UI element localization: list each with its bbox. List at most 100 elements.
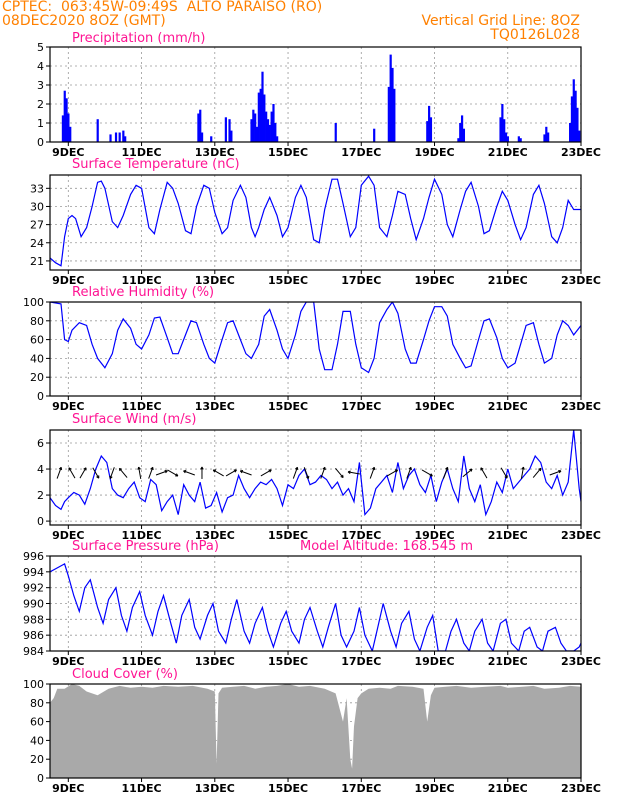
panel-relative-2: 0 20 40 60 80 100 9DEC 11DEC 13DEC 15DEC 17DEC 19DE…: [23, 285, 601, 413]
panel-title: Surface Pressure (hPa): [72, 539, 219, 554]
x-tick-label: 9DEC: [52, 400, 84, 413]
precip-bar: [250, 119, 253, 142]
x-tick-label: 21DEC: [488, 529, 528, 542]
y-tick-label: 2: [37, 98, 44, 111]
wind-arrow-head: [347, 470, 351, 473]
x-tick-label: 23DEC: [561, 529, 601, 542]
wind-arrow-shaft: [148, 467, 154, 479]
y-tick-label: 20: [30, 753, 44, 766]
wind-arrow: [500, 467, 508, 479]
wind-arrow-shaft: [421, 469, 433, 477]
precip-bar: [259, 88, 262, 142]
precip-bar: [114, 132, 118, 142]
wind-arrow-shaft: [240, 470, 252, 476]
wind-arrow-shaft: [347, 471, 360, 475]
wind-arrow: [532, 467, 542, 478]
wind-arrow-head: [558, 470, 562, 474]
wind-arrow-shaft: [335, 468, 344, 478]
x-tick-label: 21DEC: [488, 400, 528, 413]
wind-arrow-shaft: [92, 467, 100, 479]
wind-arrow-head: [522, 466, 525, 470]
panel-title: Relative Humidity (%): [72, 285, 214, 300]
precip-bar: [499, 117, 502, 142]
wind-arrow-shaft: [480, 467, 488, 479]
panel-title: Surface Temperature (nC): [72, 157, 240, 172]
wind-arrow-shaft: [549, 470, 562, 476]
precip-bar: [61, 115, 65, 142]
series-group: [50, 684, 581, 778]
precip-bar: [254, 113, 257, 142]
panel-frame: [49, 174, 582, 271]
y-tick-label: 3: [37, 79, 44, 92]
precip-bar: [263, 94, 266, 142]
panel-precipitation-0: 0 1 2 3 4 5 9DEC 11DEC 13DEC 15DEC 17DEC 19DEC 21DEC…: [37, 31, 601, 159]
y-tick-label: 40: [30, 734, 44, 747]
x-tick-label: 17DEC: [341, 274, 381, 287]
precip-bar: [109, 134, 112, 142]
wind-arrow-shaft: [520, 466, 524, 479]
y-tick-label: 40: [30, 352, 44, 365]
precip-bar: [457, 138, 460, 142]
y-tick-label: 100: [23, 678, 44, 691]
precip-bar: [428, 105, 431, 142]
wind-arrow: [520, 466, 525, 479]
precip-bar: [265, 111, 268, 142]
x-tick-label: 13DEC: [195, 782, 235, 795]
wind-arrow: [200, 466, 204, 479]
wind-arrow-shaft: [155, 470, 168, 476]
x-tick-label: 13DEC: [195, 655, 235, 668]
header-model-id: TQ0126L028: [490, 27, 580, 43]
x-tick-label: 23DEC: [561, 655, 601, 668]
precip-bar: [389, 54, 392, 142]
wind-arrow: [68, 467, 76, 479]
x-tick-label: 9DEC: [52, 274, 84, 287]
wind-arrow-shaft: [79, 467, 87, 479]
x-tick-label: 17DEC: [341, 400, 381, 413]
precip-bar: [574, 90, 577, 142]
x-tick-label: 15DEC: [268, 274, 308, 287]
panel-title: Cloud Cover (%): [72, 667, 178, 682]
precip-bar: [261, 71, 264, 142]
precip-bar: [65, 98, 68, 142]
panel-surface-3: 0 2 4 6 9DEC 11DEC 13DEC 15DEC 17DEC 19DEC 21DEC 23…: [37, 412, 601, 542]
wind-arrow-shaft: [138, 466, 142, 479]
precip-bar: [257, 92, 260, 142]
precip-bar: [576, 107, 579, 142]
x-tick-label: 17DEC: [341, 529, 381, 542]
x-tick-label: 11DEC: [122, 529, 162, 542]
wind-arrow-head: [201, 466, 204, 470]
precip-bar: [266, 119, 270, 142]
x-tick-label: 21DEC: [488, 274, 528, 287]
precip-bar: [547, 132, 550, 142]
precip-bar: [122, 130, 125, 142]
x-tick-label: 11DEC: [122, 400, 162, 413]
wind-arrow-shaft: [462, 468, 473, 478]
wind-arrow: [79, 467, 87, 479]
panel-frame: [49, 46, 582, 143]
wind-arrow-head: [269, 469, 272, 473]
wind-arrow-shaft: [225, 469, 237, 477]
panel-frame: [49, 301, 582, 397]
wind-arrow: [347, 470, 360, 475]
precip-bar: [504, 132, 508, 142]
x-tick-label: 17DEC: [341, 655, 381, 668]
precip-bar: [429, 117, 433, 142]
x-tick-label: 23DEC: [561, 146, 601, 159]
panel-surface-1: 21 24 27 30 33 9DEC 11DEC 13DEC 15DEC 17DEC 19DEC 2…: [30, 157, 601, 287]
x-tick-label: 9DEC: [52, 782, 84, 795]
precip-bar: [519, 138, 522, 142]
y-tick-label: 994: [23, 566, 44, 579]
y-tick-label: 33: [30, 182, 44, 195]
wind-arrow-head: [138, 466, 141, 470]
precip-bar: [255, 126, 259, 142]
wind-arrow: [480, 467, 488, 479]
precip-bar: [387, 86, 390, 142]
wind-arrow-shaft: [369, 467, 375, 479]
panel-title: Precipitation (mm/h): [72, 31, 205, 46]
wind-arrow: [148, 466, 154, 479]
series-group: [50, 430, 581, 517]
precip-bar: [373, 128, 376, 142]
panel-surface-4: 984 986 988 990 992 994 996 9DEC 11DEC 13DEC 15DEC…: [23, 539, 601, 668]
wind-arrow-shaft: [260, 469, 272, 477]
y-tick-label: 27: [30, 219, 44, 232]
